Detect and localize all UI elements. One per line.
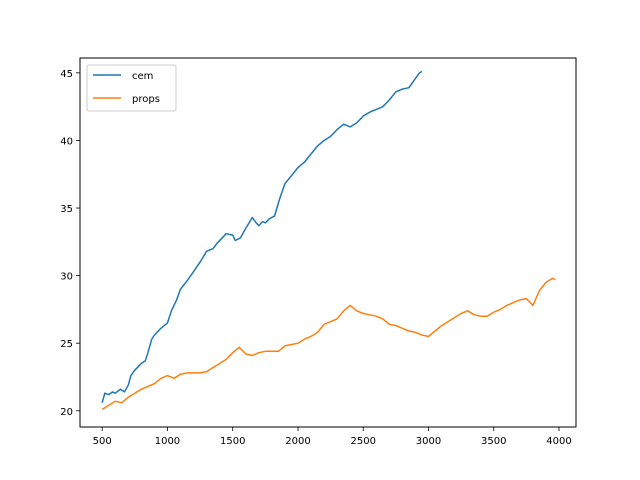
series-line-cem (101, 70, 423, 403)
y-tick-label: 20 (60, 407, 73, 418)
x-tick-label: 500 (93, 436, 112, 447)
series-line-props (101, 277, 556, 411)
legend: cem props (86, 64, 177, 112)
x-tick-label: 3000 (416, 436, 441, 447)
x-tick-label: 3500 (481, 436, 506, 447)
y-tick-label: 45 (60, 69, 73, 80)
plot-area-frame (79, 57, 577, 428)
y-tick-label: 40 (60, 136, 73, 147)
legend-label-cem: cem (132, 71, 153, 82)
legend-label-props: props (132, 94, 160, 105)
y-axis: 20 25 30 35 40 45 (60, 69, 80, 418)
series-lines (101, 70, 556, 411)
legend-box (86, 64, 177, 112)
x-tick-label: 1500 (220, 436, 245, 447)
y-tick-label: 35 (60, 204, 73, 215)
x-tick-label: 2500 (351, 436, 376, 447)
y-tick-label: 30 (60, 272, 73, 283)
y-tick-label: 25 (60, 339, 73, 350)
x-tick-label: 2000 (285, 436, 310, 447)
x-tick-label: 4000 (546, 436, 571, 447)
x-tick-label: 1000 (155, 436, 180, 447)
x-axis: 500 1000 1500 2000 2500 3000 3500 4000 (93, 427, 572, 447)
